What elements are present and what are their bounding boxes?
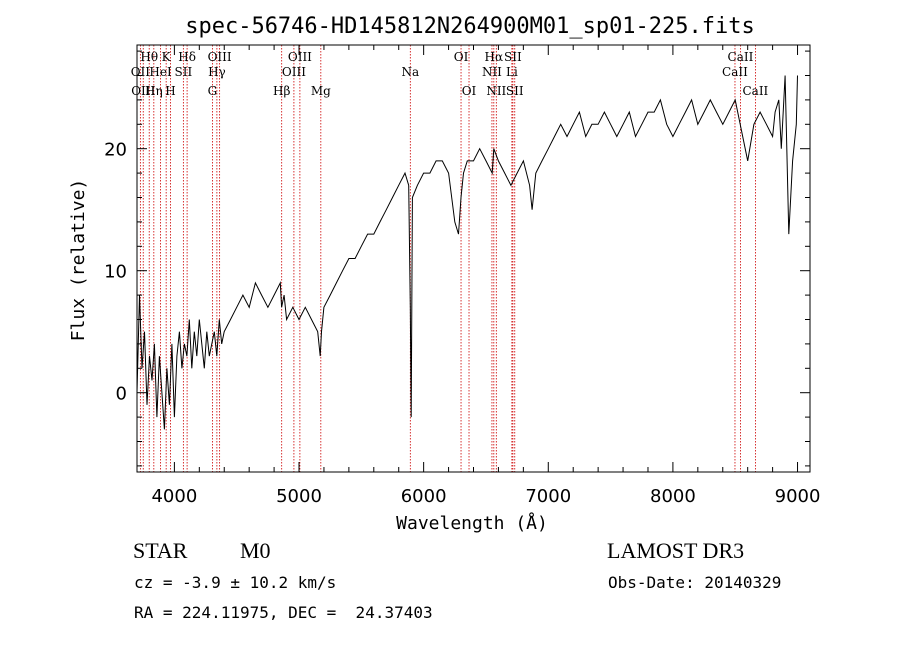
marker-label-24: SII (506, 84, 524, 98)
marker-label-8: H (165, 84, 175, 98)
object-class: STAR (133, 538, 188, 563)
marker-label-4: HeI (149, 65, 172, 79)
marker-label-18: OI (462, 84, 477, 98)
marker-label-11: G (208, 84, 218, 98)
marker-label-21: NII (486, 84, 506, 98)
y-axis-ticks: 0 10 20 (104, 50, 810, 467)
marker-label-1: OII (131, 65, 151, 79)
marker-label-9: OIII (208, 50, 232, 64)
spectrum-series-line (136, 75, 798, 430)
x-tick-label-4000: 4000 (151, 486, 197, 507)
marker-label-0: Hθ (140, 50, 158, 64)
object-subclass: M0 (240, 538, 271, 563)
survey-name: LAMOST DR3 (607, 538, 745, 563)
x-tick-label-8000: 8000 (650, 486, 696, 507)
marker-label-22: SII (504, 50, 522, 64)
marker-label-23: Li (506, 65, 518, 79)
marker-label-26: CaII (722, 65, 748, 79)
marker-label-10: Hγ (208, 65, 226, 79)
marker-label-3: K (162, 50, 172, 64)
marker-label-25: CaII (728, 50, 754, 64)
y-tick-label-10: 10 (104, 262, 127, 283)
marker-label-12: OIII (288, 50, 312, 64)
marker-label-16: Na (401, 65, 419, 79)
spectral-line-markers (139, 45, 756, 472)
y-tick-label-20: 20 (104, 140, 127, 161)
marker-label-15: Mg (311, 84, 331, 98)
marker-label-6: Hδ (178, 50, 196, 64)
marker-label-7: SII (175, 65, 193, 79)
marker-label-14: Hβ (273, 84, 290, 98)
x-tick-label-7000: 7000 (525, 486, 571, 507)
x-tick-label-6000: 6000 (401, 486, 447, 507)
marker-label-19: Hα (485, 50, 504, 64)
marker-label-5: Hη (145, 84, 163, 98)
x-tick-label-5000: 5000 (276, 486, 322, 507)
y-axis-label: Flux (relative) (68, 179, 89, 342)
redshift-velocity: cz = -3.9 ± 10.2 km/s (134, 573, 337, 592)
x-axis-label: Wavelength (Å) (396, 512, 548, 534)
marker-label-27: CaII (742, 84, 768, 98)
marker-label-20: NII (482, 65, 502, 79)
observation-date: Obs-Date: 20140329 (608, 573, 782, 592)
chart-title: spec-56746-HD145812N264900M01_sp01-225.f… (185, 14, 755, 39)
coordinates: RA = 224.11975, DEC = 24.37403 (134, 603, 433, 622)
marker-label-17: OI (454, 50, 469, 64)
x-axis-ticks: 4000 5000 6000 7000 8000 9000 (151, 45, 820, 507)
y-tick-label-0: 0 (116, 384, 127, 405)
x-tick-label-9000: 9000 (775, 486, 821, 507)
marker-label-13: OIII (282, 65, 306, 79)
plot-frame (136, 44, 811, 473)
